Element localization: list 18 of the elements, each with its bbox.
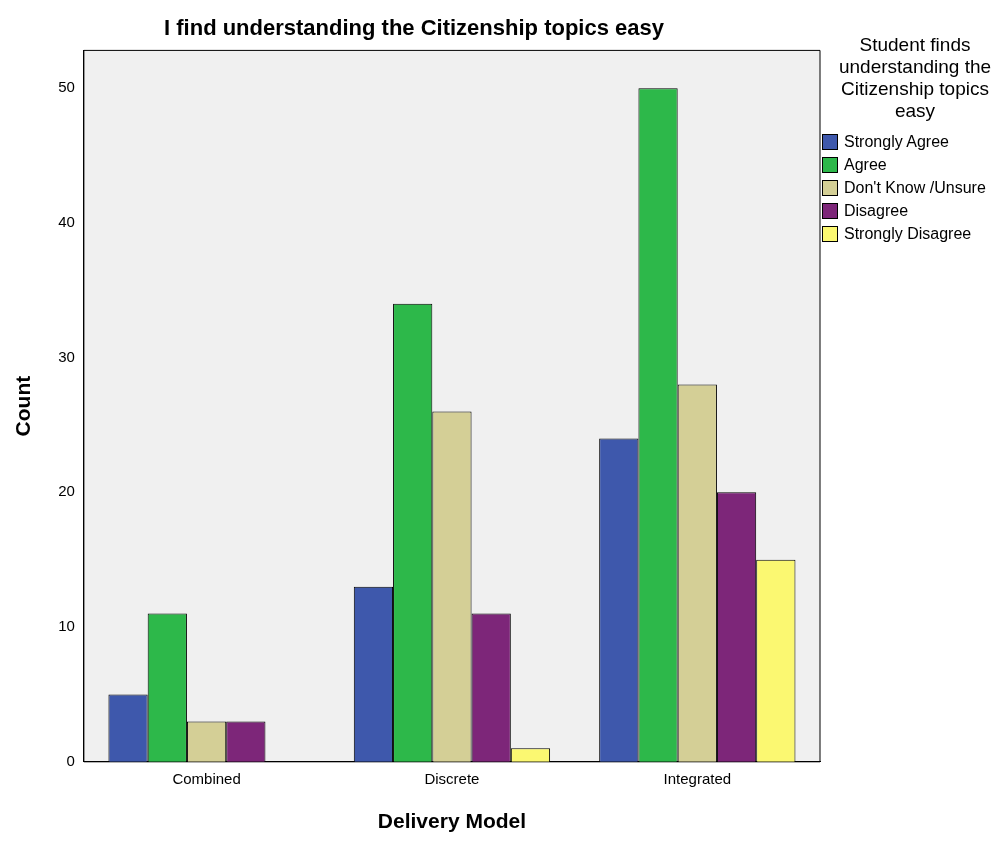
legend-label: Agree (844, 155, 887, 174)
y-tick-label: 10 (58, 617, 75, 635)
x-tick-label: Discrete (424, 769, 480, 787)
legend-label: Disagree (844, 201, 909, 220)
y-tick-label: 40 (58, 213, 75, 230)
x-axis-title: Delivery Model (377, 809, 527, 833)
y-tick-label: 20 (58, 482, 75, 500)
y-axis-title: Count (11, 375, 35, 437)
x-tick-label: Integrated (663, 769, 732, 787)
x-tick-label: Combined (172, 769, 241, 787)
legend-label: Don't Know /Unsure (844, 178, 986, 197)
chart-title: I find understanding the Citizenship topics easy (164, 15, 665, 41)
legend-label: Strongly Agree (844, 132, 949, 151)
legend-title: Student finds understanding the Citizenship topics easy (837, 34, 993, 122)
legend-label: Strongly Disagree (844, 224, 972, 243)
y-tick-label: 50 (58, 78, 75, 96)
y-tick-label: 0 (66, 751, 75, 769)
y-tick-label: 30 (58, 347, 75, 365)
